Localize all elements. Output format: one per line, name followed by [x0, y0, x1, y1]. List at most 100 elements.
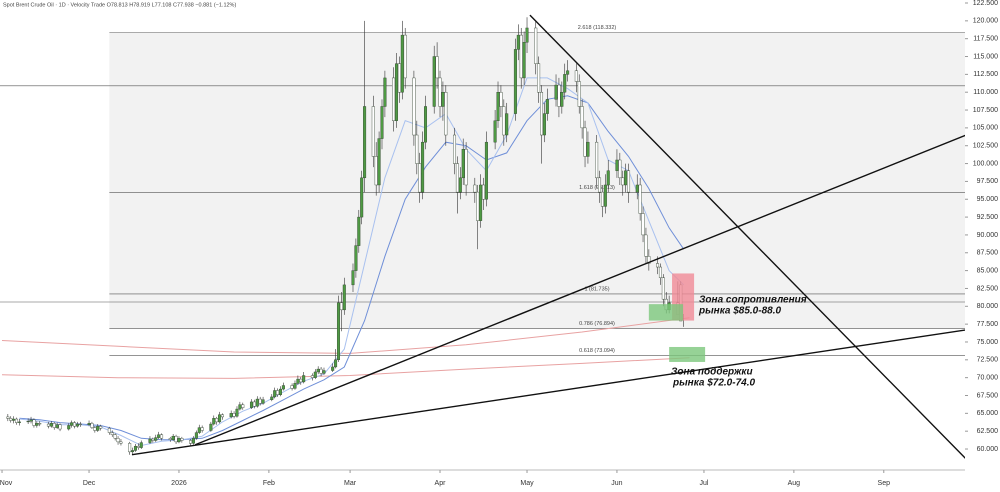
- candle-body: [542, 113, 546, 136]
- candle-body: [49, 423, 53, 427]
- candle-body: [270, 396, 274, 400]
- x-tick-label: Aug: [788, 480, 801, 487]
- candle-body: [644, 234, 648, 257]
- candle-body: [461, 149, 465, 179]
- y-tick-label: 97.500: [977, 178, 999, 185]
- candle-body: [580, 106, 584, 129]
- y-tick-label: 102.500: [973, 143, 998, 150]
- candle-body: [229, 413, 233, 418]
- candle-body: [290, 385, 294, 389]
- candle-body: [360, 177, 364, 218]
- y-tick-label: 112.500: [973, 71, 998, 78]
- candle-body: [383, 77, 387, 107]
- candle-body: [342, 284, 346, 311]
- candle-body: [15, 418, 19, 423]
- x-tick-label: Feb: [263, 480, 275, 487]
- fib-label: 1 (81.735): [584, 286, 609, 292]
- x-tick-label: Sep: [878, 480, 891, 487]
- candle-body: [209, 423, 213, 431]
- candle-body: [656, 263, 660, 268]
- candle-body: [296, 378, 300, 384]
- candle-body: [618, 159, 622, 179]
- candle-body: [293, 383, 297, 389]
- candle-body: [281, 385, 285, 390]
- candle-body: [133, 445, 137, 451]
- x-tick-label: Mar: [344, 480, 357, 487]
- fib-label: 0.786 (76.894): [579, 321, 615, 327]
- y-tick-label: 90.000: [977, 232, 999, 239]
- y-tick-label: 107.500: [973, 107, 998, 114]
- candle-body: [334, 359, 338, 368]
- candle-body: [377, 138, 381, 186]
- candle-body: [319, 368, 323, 374]
- candle-body: [113, 434, 117, 439]
- candle-body: [421, 141, 425, 193]
- candle-body: [110, 432, 114, 435]
- candle-body: [624, 170, 628, 186]
- candle-body: [322, 370, 326, 374]
- candle-body: [557, 84, 561, 107]
- candle-body: [392, 77, 396, 121]
- candle-body: [566, 70, 570, 75]
- candle-body: [658, 266, 662, 278]
- candle-body: [380, 106, 384, 139]
- x-tick-label: Jun: [611, 480, 622, 487]
- y-tick-label: 62.500: [977, 428, 999, 435]
- candle-body: [278, 388, 282, 395]
- y-tick-label: 100.000: [973, 160, 998, 167]
- candle-body: [180, 438, 184, 441]
- candle-body: [235, 408, 239, 417]
- candle-body: [534, 27, 538, 64]
- candle-body: [554, 84, 558, 100]
- candle-body: [635, 184, 639, 193]
- candle-body: [606, 170, 610, 186]
- candle-body: [70, 422, 74, 426]
- zone: [669, 346, 706, 362]
- candle-body: [255, 398, 259, 407]
- fib-label: 0.618 (73.094): [579, 348, 615, 354]
- candle-body: [174, 435, 178, 443]
- y-tick-label: 82.500: [977, 285, 999, 292]
- candle-body: [438, 77, 442, 107]
- candle-body: [38, 423, 42, 425]
- overlay-line: [1, 357, 690, 379]
- candle-body: [441, 92, 445, 107]
- candle-body: [238, 404, 242, 410]
- candle-body: [513, 49, 517, 114]
- candle-body: [502, 106, 506, 136]
- candle-body: [615, 159, 619, 171]
- candle-body: [577, 81, 581, 107]
- candle-body: [116, 438, 120, 443]
- candle-body: [273, 390, 277, 398]
- candle-body: [17, 421, 21, 423]
- candle-body: [78, 423, 82, 425]
- y-tick-label: 110.000: [973, 89, 998, 96]
- y-tick-label: 67.500: [977, 392, 999, 399]
- x-tick-label: Apr: [435, 480, 447, 487]
- x-tick-label: Nov: [0, 480, 13, 487]
- candle-body: [220, 414, 224, 418]
- candle-body: [258, 398, 262, 404]
- candle-body: [232, 413, 236, 417]
- candle-body: [574, 70, 578, 82]
- annotation: Зона сопротивления: [699, 295, 807, 306]
- candle-body: [458, 177, 462, 193]
- candle-body: [595, 141, 599, 179]
- candle-body: [505, 113, 509, 136]
- candle-body: [73, 422, 77, 427]
- candle-body: [603, 184, 607, 207]
- candle-body: [354, 245, 358, 271]
- candle-body: [52, 423, 56, 428]
- candle-body: [339, 302, 343, 311]
- trendline: [194, 134, 965, 446]
- candle-body: [200, 427, 204, 431]
- candle-body: [496, 92, 500, 121]
- candle-body: [6, 416, 10, 419]
- candle-body: [249, 401, 253, 408]
- candle-body: [46, 423, 50, 427]
- y-tick-label: 120.000: [973, 18, 998, 25]
- fib-label: 2.618 (118.332): [578, 25, 617, 31]
- candle-body: [499, 92, 503, 107]
- trendline: [131, 329, 965, 456]
